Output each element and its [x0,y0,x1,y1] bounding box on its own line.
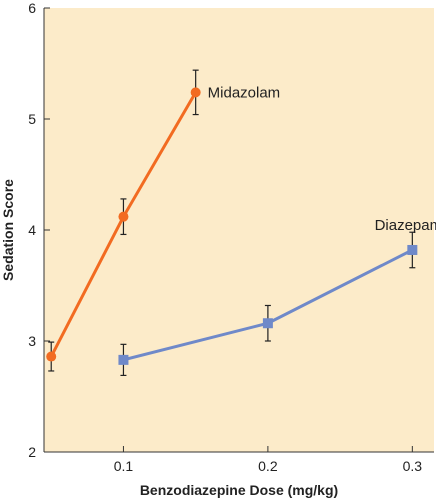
axes: 2 3 4 5 6 0.1 0.2 0.3 [28,0,434,474]
series-label: Midazolam [208,84,281,101]
series-marks: Midazolam Diazepam [46,69,436,377]
x-tick-label: 0.3 [403,458,423,474]
y-tick-label: 6 [28,0,36,16]
y-tick-label: 5 [28,111,36,127]
y-tick-label: 3 [28,333,36,349]
series-label: Diazepam [375,217,436,234]
x-tick-label: 0.1 [114,458,134,474]
y-tick-label: 4 [28,222,36,238]
data-point [190,87,201,98]
y-tick-label: 2 [28,444,36,460]
series-midazolam: Midazolam [46,69,281,372]
data-point [407,244,418,255]
data-point [46,351,57,362]
y-axis-title: Sedation Score [0,179,16,281]
data-point [262,318,273,329]
data-point [118,211,129,222]
series-diazepam: Diazepam [118,217,436,377]
plot-area [44,8,434,452]
data-point [118,354,129,365]
x-tick-label: 0.2 [258,458,278,474]
x-axis-title: Benzodiazepine Dose (mg/kg) [140,482,338,498]
